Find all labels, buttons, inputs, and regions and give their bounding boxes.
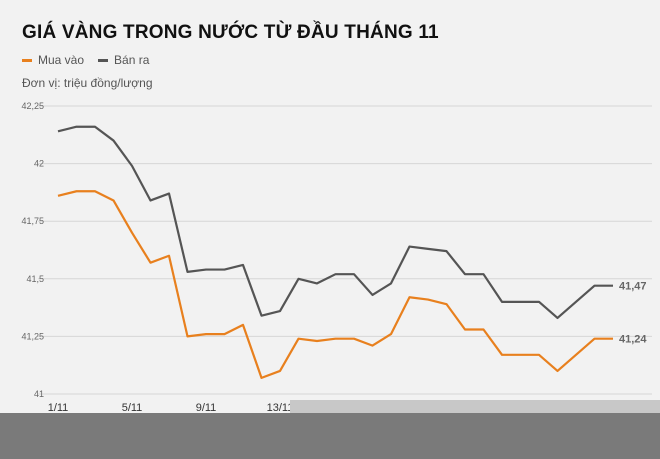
y-tick-label: 41,5	[26, 274, 44, 284]
legend-swatch	[98, 58, 109, 62]
x-tick-label: 5/11	[122, 402, 143, 414]
legend-swatch	[22, 58, 32, 62]
legend-label: Mua vào	[38, 53, 85, 67]
x-tick-label: 13/11	[267, 402, 294, 414]
y-tick-label: 41,25	[21, 331, 44, 341]
y-tick-label: 41,75	[21, 216, 44, 226]
legend-item-buy: Mua vào	[22, 53, 84, 67]
overlay-bar	[290, 400, 660, 414]
overlay-footer	[0, 413, 660, 459]
end-value-label: 41,24	[619, 334, 647, 346]
y-tick-label: 42,25	[21, 101, 44, 111]
y-tick-label: 41	[34, 389, 44, 399]
x-tick-label: 1/11	[48, 402, 69, 414]
legend: Mua vào Bán ra	[22, 53, 149, 67]
legend-item-sell: Bán ra	[98, 53, 149, 67]
y-tick-label: 42	[34, 159, 44, 169]
series-line-buy	[57, 190, 613, 379]
end-value-label: 41,47	[619, 281, 647, 293]
unit-label: Đơn vị: triệu đồng/lượng	[22, 76, 153, 90]
series-line-sell	[57, 125, 613, 320]
chart-title: GIÁ VÀNG TRONG NƯỚC TỪ ĐẦU THÁNG 11	[22, 22, 439, 43]
legend-label: Bán ra	[114, 53, 150, 67]
x-tick-label: 9/11	[196, 402, 217, 414]
